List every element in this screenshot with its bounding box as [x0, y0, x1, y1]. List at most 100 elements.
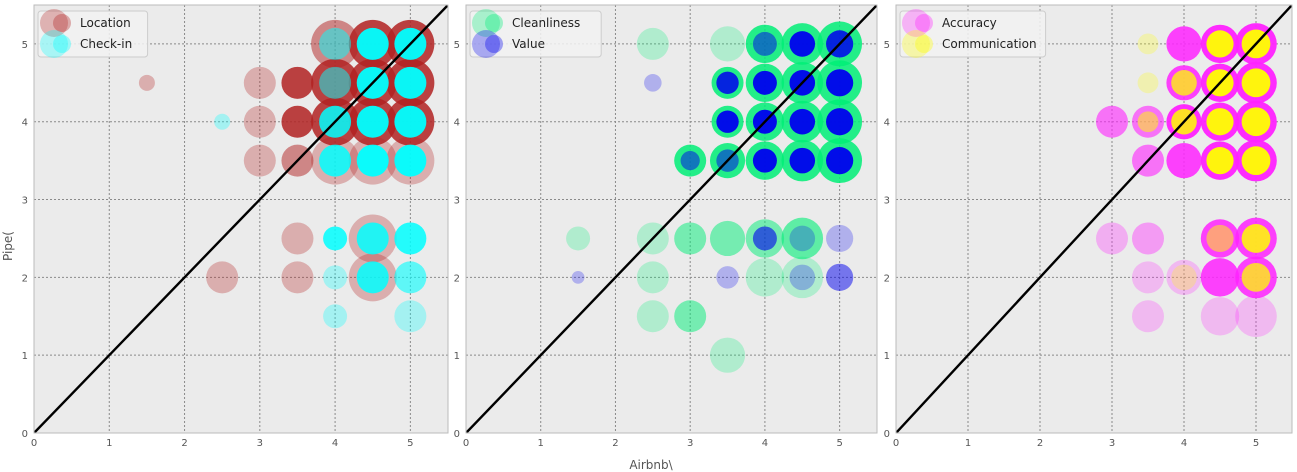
point-value — [680, 151, 700, 171]
point-check-in — [356, 105, 389, 138]
point-value — [752, 31, 777, 56]
point-value — [789, 264, 816, 291]
legend-label-communication: Communication — [942, 37, 1037, 51]
point-location — [281, 261, 314, 294]
point-value — [716, 71, 739, 95]
point-check-in — [394, 222, 427, 255]
point-location — [206, 261, 239, 294]
point-location — [281, 105, 314, 138]
x-tick-label: 1 — [106, 438, 112, 449]
points-group — [896, 5, 1292, 433]
point-accuracy — [1166, 26, 1202, 62]
point-cleanliness — [781, 256, 824, 299]
point-cleanliness — [636, 300, 669, 333]
identity-line — [896, 5, 1292, 433]
legend-marker-value — [485, 35, 503, 53]
point-location — [243, 105, 276, 138]
point-communication — [1241, 146, 1271, 176]
y-tick-label: 1 — [884, 351, 890, 362]
legend-label-value: Value — [512, 37, 545, 51]
x-tick-label: 4 — [762, 438, 768, 449]
point-value — [789, 225, 816, 252]
x-tick-label: 0 — [893, 438, 899, 449]
point-location — [281, 66, 314, 99]
point-cleanliness — [709, 337, 746, 373]
point-accuracy — [1132, 222, 1164, 255]
plot-frame — [895, 4, 1293, 434]
point-communication — [1241, 107, 1271, 137]
x-tick-label: 5 — [1253, 438, 1259, 449]
point-accuracy — [1200, 258, 1240, 297]
y-tick-label: 2 — [884, 273, 890, 284]
points-group — [466, 5, 877, 433]
point-location — [281, 222, 314, 255]
legend-marker-value — [472, 30, 500, 58]
x-tick-label: 4 — [332, 438, 338, 449]
y-tick-label: 0 — [884, 429, 890, 440]
y-tick-label: 3 — [22, 196, 28, 207]
y-tick-label: 2 — [454, 273, 460, 284]
point-check-in — [394, 66, 427, 99]
point-check-in — [356, 144, 389, 177]
y-tick-label: 1 — [22, 351, 28, 362]
chart-panel-2: 0 1 2 3 4 5 0 1 2 3 4 5 Cleanliness Value — [454, 4, 878, 449]
x-tick-label: 2 — [181, 438, 187, 449]
point-check-in — [356, 261, 389, 294]
y-tick-label: 4 — [22, 118, 28, 129]
y-tick-label: 5 — [454, 40, 460, 51]
point-communication — [1241, 262, 1271, 292]
y-tick-label: 2 — [22, 273, 28, 284]
point-value — [752, 148, 777, 173]
legend-label-cleanliness: Cleanliness — [512, 16, 580, 30]
x-tick-label: 4 — [1181, 438, 1187, 449]
x-tick-label: 0 — [31, 438, 37, 449]
point-value — [826, 69, 854, 97]
x-tick-label: 2 — [1037, 438, 1043, 449]
points-group — [34, 5, 448, 433]
legend-marker-check-in — [40, 30, 68, 58]
x-tick-label: 5 — [836, 438, 842, 449]
y-tick-label: 3 — [454, 196, 460, 207]
point-check-in — [323, 226, 348, 251]
point-check-in — [323, 304, 348, 329]
point-accuracy — [1166, 259, 1202, 295]
y-tick-label: 5 — [22, 40, 28, 51]
point-check-in — [356, 222, 389, 255]
point-value — [752, 70, 777, 95]
y-axis-label: Pipe( — [1, 231, 15, 261]
point-check-in — [394, 300, 427, 333]
legend-marker-check-in — [53, 35, 71, 53]
chart-panel-3: 0 1 2 3 4 5 0 1 2 3 4 5 Accuracy Communication — [884, 4, 1293, 449]
point-cleanliness — [674, 222, 707, 255]
point-location — [243, 66, 276, 99]
y-tick-label: 3 — [884, 196, 890, 207]
point-communication — [1171, 264, 1197, 291]
point-communication — [1137, 111, 1159, 133]
point-location — [138, 74, 155, 91]
point-cleanliness — [636, 27, 669, 60]
point-communication — [1137, 72, 1159, 94]
identity-line — [34, 5, 448, 433]
point-check-in — [356, 27, 389, 60]
point-accuracy — [1235, 295, 1277, 338]
point-check-in — [394, 105, 427, 138]
point-cleanliness — [781, 217, 824, 260]
point-accuracy — [1096, 222, 1128, 255]
point-communication — [1171, 70, 1197, 96]
y-tick-label: 0 — [22, 429, 28, 440]
point-communication — [1241, 224, 1271, 253]
point-value — [716, 110, 739, 133]
legend-marker-communication — [915, 35, 933, 53]
legend-box — [469, 10, 602, 58]
legend-marker-cleanliness — [485, 14, 503, 32]
x-tick-label: 2 — [612, 438, 618, 449]
plot-frame — [33, 4, 449, 434]
legend-marker-accuracy — [902, 9, 930, 37]
point-value — [644, 74, 662, 92]
point-check-in — [394, 144, 427, 177]
identity-line — [466, 5, 877, 433]
legend-marker-accuracy — [915, 14, 933, 32]
point-check-in — [319, 27, 352, 60]
x-tick-label: 1 — [538, 438, 544, 449]
y-tick-label: 4 — [884, 118, 890, 129]
